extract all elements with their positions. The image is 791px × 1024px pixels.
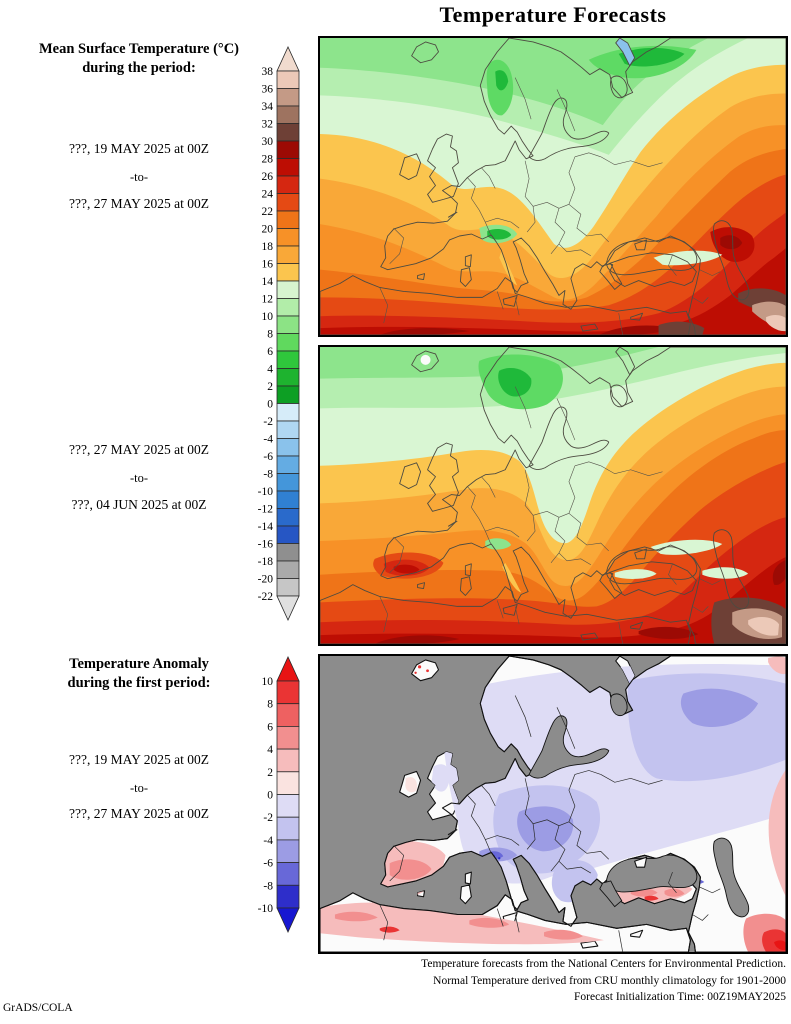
period2-to-word: -to- <box>129 471 149 485</box>
mean-temp-heading-line1: Mean Surface Temperature (°C) <box>38 41 240 57</box>
svg-text:26: 26 <box>262 171 274 183</box>
svg-text:28: 28 <box>262 154 274 166</box>
svg-text:24: 24 <box>262 189 274 201</box>
anomaly-period-to-word: -to- <box>129 781 149 795</box>
period1-to-word: -to- <box>129 170 149 184</box>
svg-text:-6: -6 <box>263 858 273 870</box>
svg-text:4: 4 <box>267 364 273 376</box>
svg-text:38: 38 <box>262 66 274 78</box>
map-mean-temp-period2 <box>318 345 788 646</box>
footer-line-init-time: Forecast Initialization Time: 00Z19MAY20… <box>574 991 786 1003</box>
footer-captions: Temperature forecasts from the National … <box>318 956 786 1006</box>
footer-line-climatology: Normal Temperature derived from CRU mont… <box>433 974 786 987</box>
anomaly-heading-line1: Temperature Anomaly <box>69 656 209 672</box>
footer-line-source: Temperature forecasts from the National … <box>421 958 786 970</box>
svg-text:-14: -14 <box>258 521 274 533</box>
svg-text:30: 30 <box>262 136 274 148</box>
mean-temp-heading-line2: during the period: <box>82 60 196 76</box>
svg-text:8: 8 <box>267 699 273 711</box>
svg-text:0: 0 <box>267 399 273 411</box>
anomaly-period-from: ???, 19 MAY 2025 at 00Z <box>69 752 209 767</box>
svg-text:2: 2 <box>267 767 273 779</box>
svg-text:-6: -6 <box>263 451 273 463</box>
svg-text:-2: -2 <box>263 416 273 428</box>
svg-text:18: 18 <box>262 241 274 253</box>
period1-to: ???, 27 MAY 2025 at 00Z <box>69 196 209 211</box>
svg-text:34: 34 <box>262 101 274 113</box>
svg-text:-4: -4 <box>263 434 273 446</box>
mean-temp-heading: Mean Surface Temperature (°C) during the… <box>2 40 276 78</box>
svg-text:10: 10 <box>262 676 274 688</box>
svg-text:6: 6 <box>267 721 273 733</box>
svg-text:0: 0 <box>267 790 273 802</box>
svg-text:12: 12 <box>262 294 274 306</box>
grads-credit: GrADS/COLA <box>3 1002 73 1014</box>
svg-text:20: 20 <box>262 224 274 236</box>
svg-text:10: 10 <box>262 311 274 323</box>
svg-text:-10: -10 <box>258 486 274 498</box>
anomaly-heading: Temperature Anomaly during the first per… <box>2 655 276 693</box>
period2-from: ???, 27 MAY 2025 at 00Z <box>69 442 209 457</box>
map-anomaly-period1 <box>318 654 788 954</box>
svg-text:-20: -20 <box>258 574 274 586</box>
svg-text:-22: -22 <box>258 591 274 603</box>
svg-text:22: 22 <box>262 206 274 218</box>
svg-text:4: 4 <box>267 744 273 756</box>
map-mean-temp-period1 <box>318 36 788 337</box>
temperature-colorbar: 38363432302826242220181614121086420-2-4-… <box>258 46 300 621</box>
svg-text:-18: -18 <box>258 556 274 568</box>
anomaly-colorbar: 10 8 6 4 2 0 -2 -4 -6 -8 -10 <box>258 656 300 933</box>
svg-text:14: 14 <box>262 276 274 288</box>
svg-text:-8: -8 <box>263 880 273 892</box>
svg-text:-8: -8 <box>263 469 273 481</box>
period2-to: ???, 04 JUN 2025 at 00Z <box>71 497 207 512</box>
svg-text:-12: -12 <box>258 504 274 516</box>
svg-text:16: 16 <box>262 259 274 271</box>
svg-text:8: 8 <box>267 329 273 341</box>
period1-from: ???, 19 MAY 2025 at 00Z <box>69 141 209 156</box>
svg-text:-10: -10 <box>258 903 274 915</box>
anomaly-period-to: ???, 27 MAY 2025 at 00Z <box>69 806 209 821</box>
page-title: Temperature Forecasts <box>439 2 667 27</box>
svg-text:32: 32 <box>262 119 274 131</box>
svg-text:-2: -2 <box>263 812 273 824</box>
anomaly-heading-line2: during the first period: <box>67 675 211 691</box>
svg-text:-4: -4 <box>263 835 273 847</box>
svg-text:-16: -16 <box>258 539 274 551</box>
svg-text:6: 6 <box>267 346 273 358</box>
svg-text:2: 2 <box>267 381 273 393</box>
svg-text:36: 36 <box>262 84 274 96</box>
